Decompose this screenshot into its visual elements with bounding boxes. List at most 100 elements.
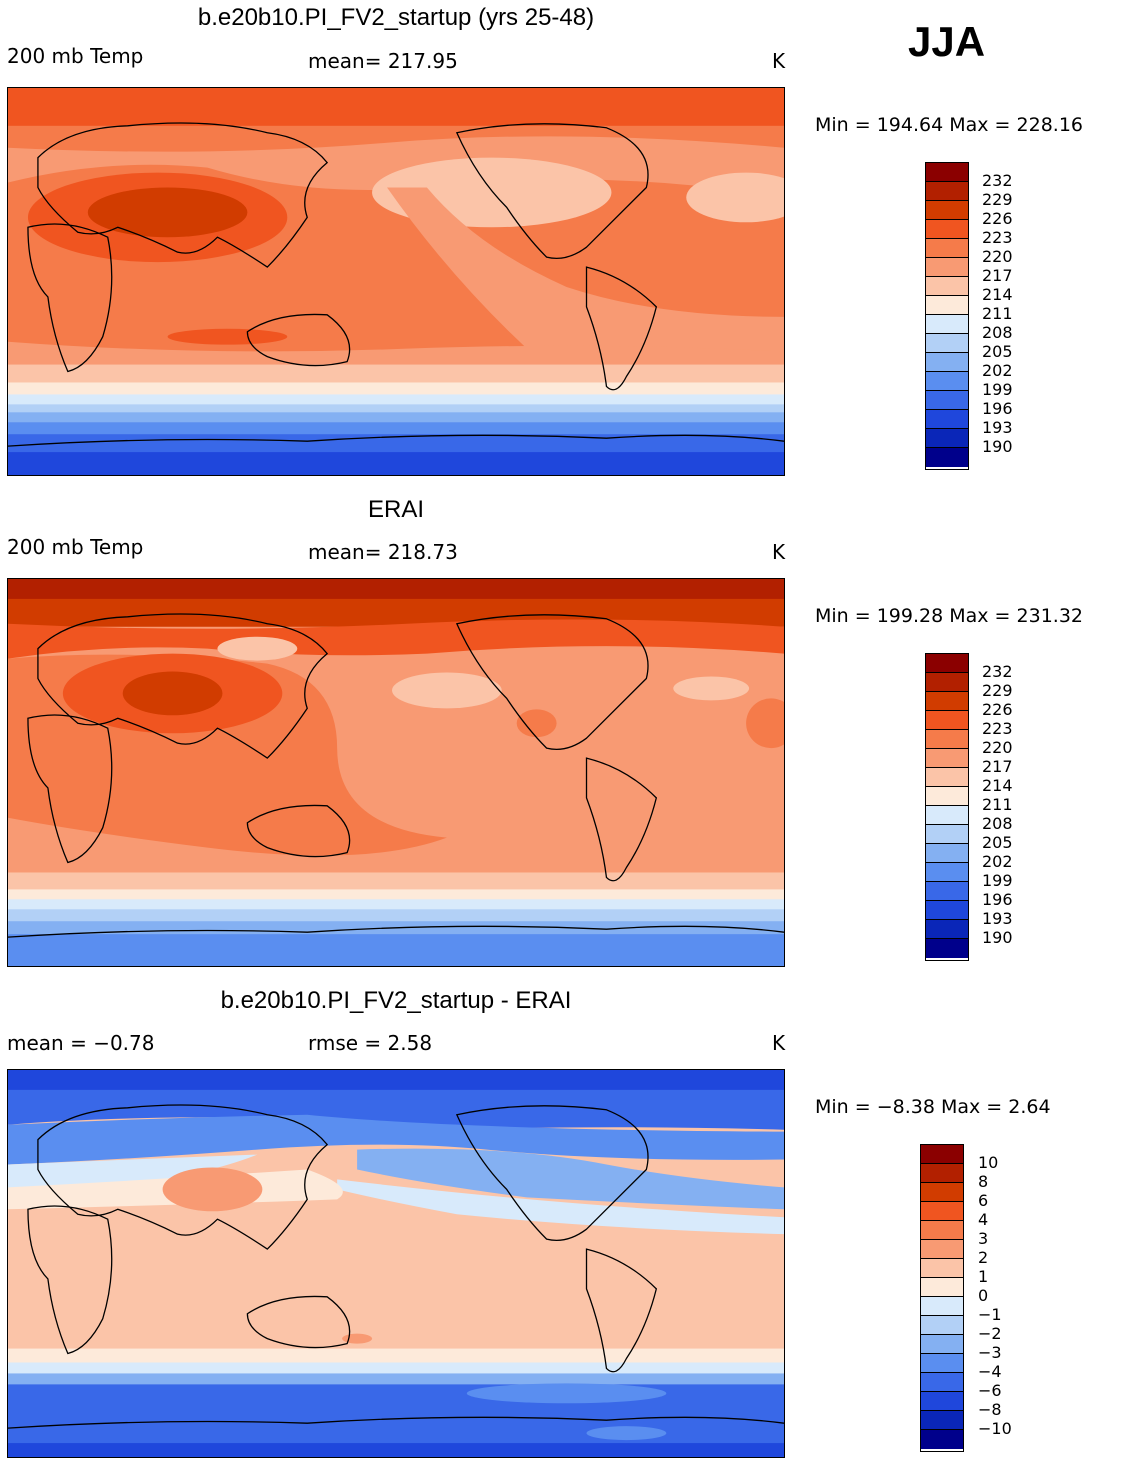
swatch bbox=[921, 1259, 963, 1278]
swatch bbox=[926, 163, 968, 182]
panel-1-colorbar-tick: 205 bbox=[982, 342, 1013, 361]
panel-2-title: ERAI bbox=[367, 496, 424, 523]
panel-3-mean-label: mean = −0.78 bbox=[7, 1031, 155, 1055]
panel-2-colorbar-tick: 211 bbox=[982, 795, 1013, 814]
panel-3-colorbar bbox=[920, 1144, 964, 1452]
panel-3-units-label: K bbox=[772, 1031, 786, 1055]
panel-3-colorbar-tick: 0 bbox=[978, 1286, 989, 1305]
panel-1-center-label: mean= 217.95 bbox=[308, 49, 458, 73]
panel-2-colorbar-tick: 220 bbox=[982, 738, 1013, 757]
swatch bbox=[926, 220, 968, 239]
panel-1-colorbar-tick: 190 bbox=[982, 437, 1013, 456]
swatch bbox=[926, 825, 968, 844]
swatch bbox=[926, 711, 968, 730]
panel-1-colorbar-tick: 223 bbox=[982, 228, 1013, 247]
swatch bbox=[926, 654, 968, 673]
panel-1-colorbar bbox=[925, 162, 969, 470]
panel-1-left-label: 200 mb Temp bbox=[7, 44, 144, 68]
panel-3-colorbar-tick: −8 bbox=[978, 1400, 1002, 1419]
swatch bbox=[921, 1316, 963, 1335]
swatch bbox=[926, 939, 968, 958]
panel-3-rmse-label: rmse = 2.58 bbox=[308, 1031, 433, 1055]
swatch bbox=[926, 410, 968, 429]
swatch bbox=[921, 1392, 963, 1411]
swatch bbox=[926, 239, 968, 258]
panel-1-colorbar-tick: 211 bbox=[982, 304, 1013, 323]
panel-3-map-field bbox=[8, 1070, 784, 1457]
panel-2-colorbar-tick: 196 bbox=[982, 890, 1013, 909]
swatch bbox=[926, 258, 968, 277]
panel-3-title: b.e20b10.PI_FV2_startup - ERAI bbox=[220, 987, 572, 1014]
panel-1-colorbar-tick: 193 bbox=[982, 418, 1013, 437]
swatch bbox=[926, 730, 968, 749]
swatch bbox=[926, 182, 968, 201]
swatch bbox=[926, 334, 968, 353]
swatch bbox=[926, 353, 968, 372]
panel-1-minmax: Min = 194.64 Max = 228.16 bbox=[815, 114, 1083, 136]
swatch bbox=[926, 448, 968, 467]
panel-1-colorbar-tick: 226 bbox=[982, 209, 1013, 228]
panel-1-colorbar-tick: 220 bbox=[982, 247, 1013, 266]
panel-3-colorbar-tick: 3 bbox=[978, 1229, 989, 1248]
panel-1-units-label: K bbox=[772, 49, 786, 73]
panel-3-colorbar-tick: −1 bbox=[978, 1305, 1002, 1324]
panel-1-colorbar-tick: 208 bbox=[982, 323, 1013, 342]
panel-3-minmax: Min = −8.38 Max = 2.64 bbox=[815, 1096, 1051, 1118]
swatch bbox=[926, 844, 968, 863]
panel-2-map-field bbox=[8, 579, 784, 966]
panel-2-colorbar-tick: 232 bbox=[982, 662, 1013, 681]
swatch bbox=[926, 920, 968, 939]
panel-3-colorbar-tick: 2 bbox=[978, 1248, 989, 1267]
swatch bbox=[926, 429, 968, 448]
swatch bbox=[921, 1335, 963, 1354]
season-label: JJA bbox=[908, 18, 986, 65]
panel-2-colorbar-tick: 223 bbox=[982, 719, 1013, 738]
swatch bbox=[926, 901, 968, 920]
swatch bbox=[926, 692, 968, 711]
swatch bbox=[921, 1221, 963, 1240]
panel-2-colorbar-tick: 208 bbox=[982, 814, 1013, 833]
panel-1-title: b.e20b10.PI_FV2_startup (yrs 25-48) bbox=[197, 4, 595, 31]
panel-2-left-label: 200 mb Temp bbox=[7, 535, 144, 559]
swatch bbox=[921, 1183, 963, 1202]
panel-1-colorbar-tick: 229 bbox=[982, 190, 1013, 209]
panel-2-colorbar-tick: 202 bbox=[982, 852, 1013, 871]
swatch bbox=[926, 768, 968, 787]
panel-2-colorbar bbox=[925, 653, 969, 961]
swatch bbox=[921, 1354, 963, 1373]
panel-3-map bbox=[7, 1069, 785, 1458]
panel-3-colorbar-tick: −10 bbox=[978, 1419, 1012, 1438]
panel-1-colorbar-tick: 214 bbox=[982, 285, 1013, 304]
panel-2-colorbar-tick: 193 bbox=[982, 909, 1013, 928]
panel-1-map-field bbox=[8, 88, 784, 475]
swatch bbox=[926, 315, 968, 334]
swatch bbox=[926, 296, 968, 315]
panel-1-colorbar-tick: 232 bbox=[982, 171, 1013, 190]
swatch bbox=[926, 391, 968, 410]
panel-3-colorbar-tick: −4 bbox=[978, 1362, 1002, 1381]
panel-3-colorbar-tick: −3 bbox=[978, 1343, 1002, 1362]
swatch bbox=[926, 673, 968, 692]
panel-2-colorbar-tick: 229 bbox=[982, 681, 1013, 700]
swatch bbox=[921, 1240, 963, 1259]
panel-2-colorbar-tick: 217 bbox=[982, 757, 1013, 776]
panel-3-colorbar-tick: −2 bbox=[978, 1324, 1002, 1343]
panel-2-units-label: K bbox=[772, 540, 786, 564]
panel-3-colorbar-tick: −6 bbox=[978, 1381, 1002, 1400]
swatch bbox=[926, 749, 968, 768]
panel-3-colorbar-tick: 1 bbox=[978, 1267, 989, 1286]
panel-2-colorbar-tick: 199 bbox=[982, 871, 1013, 890]
swatch bbox=[921, 1430, 963, 1449]
swatch bbox=[926, 787, 968, 806]
panel-2-colorbar-tick: 214 bbox=[982, 776, 1013, 795]
panel-1-map bbox=[7, 87, 785, 476]
swatch bbox=[921, 1202, 963, 1221]
panel-1-colorbar-tick: 199 bbox=[982, 380, 1013, 399]
panel-1-colorbar-tick: 217 bbox=[982, 266, 1013, 285]
swatch bbox=[921, 1297, 963, 1316]
swatch bbox=[921, 1411, 963, 1430]
panel-3-colorbar-tick: 4 bbox=[978, 1210, 989, 1229]
swatch bbox=[926, 806, 968, 825]
swatch bbox=[921, 1145, 963, 1164]
panel-2-center-label: mean= 218.73 bbox=[308, 540, 458, 564]
